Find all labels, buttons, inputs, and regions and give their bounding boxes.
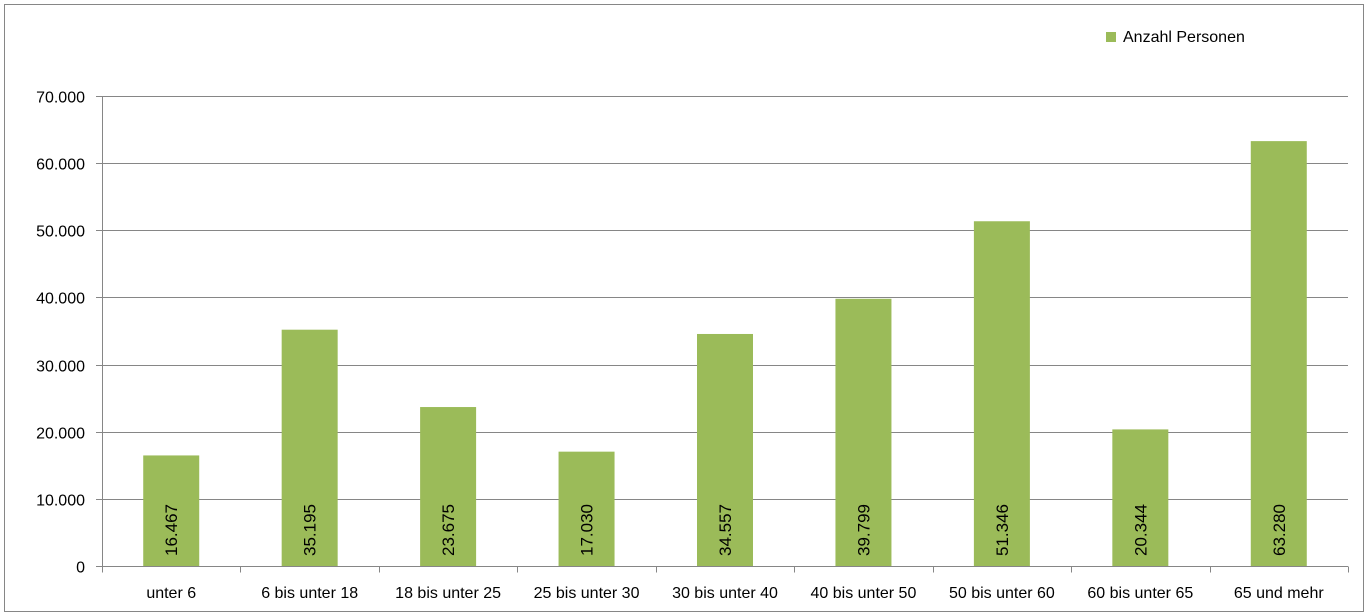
bar	[1112, 429, 1169, 566]
x-tick-label: 65 und mehr	[1234, 585, 1325, 602]
bar	[835, 298, 892, 566]
bar-value-label: 16.467	[162, 504, 181, 556]
bar	[558, 451, 615, 566]
bar	[1250, 141, 1307, 566]
legend-label: Anzahl Personen	[1123, 29, 1245, 46]
x-tick-label: 40 bis unter 50	[811, 585, 917, 602]
legend-swatch	[1106, 32, 1116, 42]
bar	[143, 455, 200, 566]
bar	[697, 333, 753, 566]
x-tick-label: 50 bis unter 60	[949, 585, 1055, 602]
x-tick-label: 60 bis unter 65	[1087, 585, 1193, 602]
bar-value-label: 23.675	[439, 504, 458, 556]
legend: Anzahl Personen	[1106, 29, 1245, 46]
x-tick-label: 30 bis unter 40	[672, 585, 778, 602]
bar	[420, 407, 477, 566]
x-tick-label: unter 6	[146, 585, 196, 602]
x-tick-label: 25 bis unter 30	[534, 585, 640, 602]
y-tick-label: 50.000	[36, 224, 85, 241]
y-tick-label: 70.000	[36, 90, 85, 107]
y-tick-label: 10.000	[36, 493, 85, 510]
bar-value-label: 35.195	[301, 504, 320, 556]
x-axis: unter 6 6 bis unter 18 18 bis unter 25 25 b…	[102, 566, 1349, 602]
bar-value-label: 39.799	[854, 504, 873, 556]
bar-value-label: 51.346	[993, 504, 1012, 556]
y-tick-label: 0	[76, 560, 85, 577]
bar-value-label: 20.344	[1131, 504, 1150, 556]
y-tick-label: 40.000	[36, 291, 85, 308]
x-tick-label: 6 bis unter 18	[261, 585, 358, 602]
y-tick-label: 60.000	[36, 157, 85, 174]
y-axis: 0 10.000 20.000 30.000 40.000 50.000 60.000 70.…	[36, 90, 103, 577]
bar-value-label: 34.557	[716, 504, 735, 556]
y-tick-label: 30.000	[36, 359, 85, 376]
bars	[143, 141, 1307, 566]
bar-value-label: 63.280	[1270, 504, 1289, 556]
bar-value-label: 17.030	[578, 504, 597, 556]
bar	[973, 221, 1030, 566]
bar	[281, 329, 338, 566]
x-tick-label: 18 bis unter 25	[395, 585, 501, 602]
y-tick-label: 20.000	[36, 426, 85, 443]
data-labels: 16.467 35.195 23.675 17.030 34.557 39.799 51.3…	[162, 504, 1289, 556]
